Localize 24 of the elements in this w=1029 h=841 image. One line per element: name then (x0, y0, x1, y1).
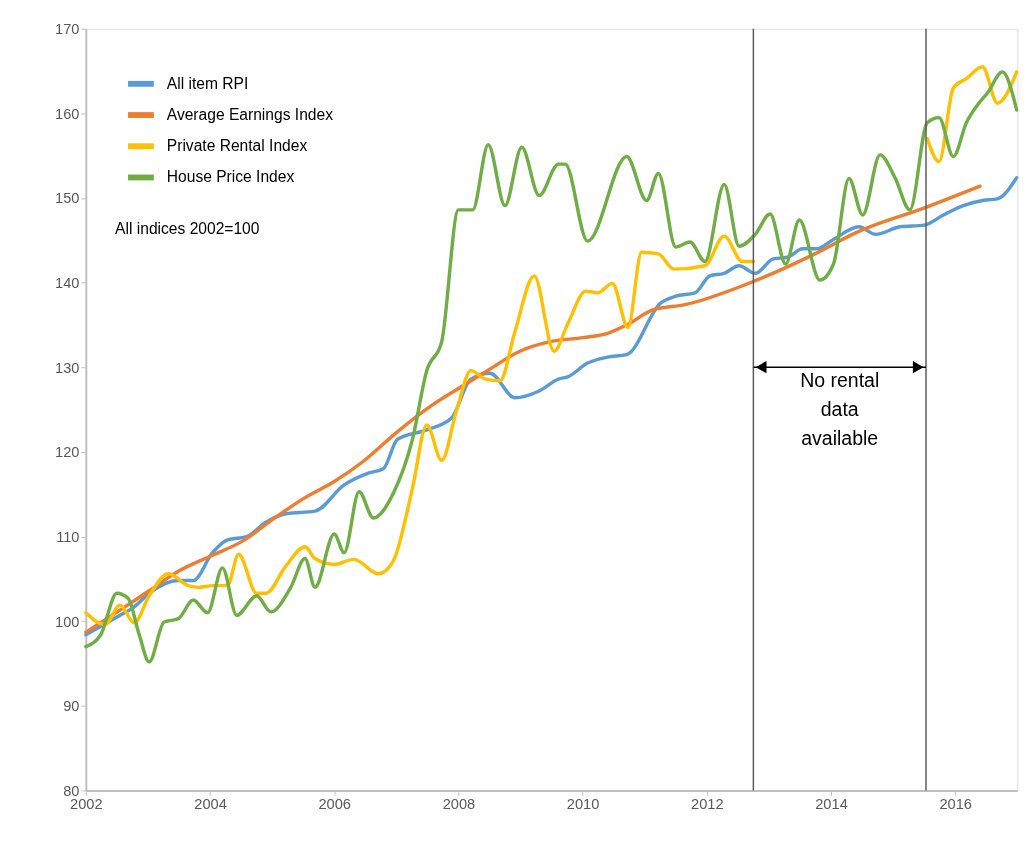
y-tick-label: 80 (63, 782, 80, 799)
y-tick-label: 130 (55, 359, 80, 376)
legend-label: House Price Index (166, 168, 295, 186)
x-tick-label: 2014 (815, 796, 848, 813)
x-tick-label: 2008 (442, 796, 476, 813)
y-tick-label: 90 (63, 698, 80, 715)
x-tick-label: 2012 (691, 796, 724, 813)
legend-label: Private Rental Index (166, 137, 308, 155)
y-tick-label: 120 (55, 444, 80, 461)
y-tick-label: 150 (55, 190, 80, 207)
y-tick-label: 110 (56, 528, 80, 545)
x-tick-label: 2006 (318, 796, 351, 813)
x-tick-label: 2002 (70, 796, 103, 813)
legend-label: All item RPI (166, 74, 249, 92)
annotation: No rental data available (800, 368, 880, 450)
legend-label: Average Earnings Index (166, 105, 334, 123)
x-tick-label: 2010 (566, 796, 600, 813)
x-tick-label: 2004 (194, 796, 227, 813)
y-tick-label: 170 (55, 21, 80, 38)
y-tick-label: 160 (55, 105, 80, 122)
y-tick-label: 140 (55, 275, 80, 291)
annotation: All indices 2002=100 (115, 219, 260, 237)
x-tick-label: 2016 (939, 796, 972, 813)
y-tick-label: 100 (55, 613, 80, 630)
